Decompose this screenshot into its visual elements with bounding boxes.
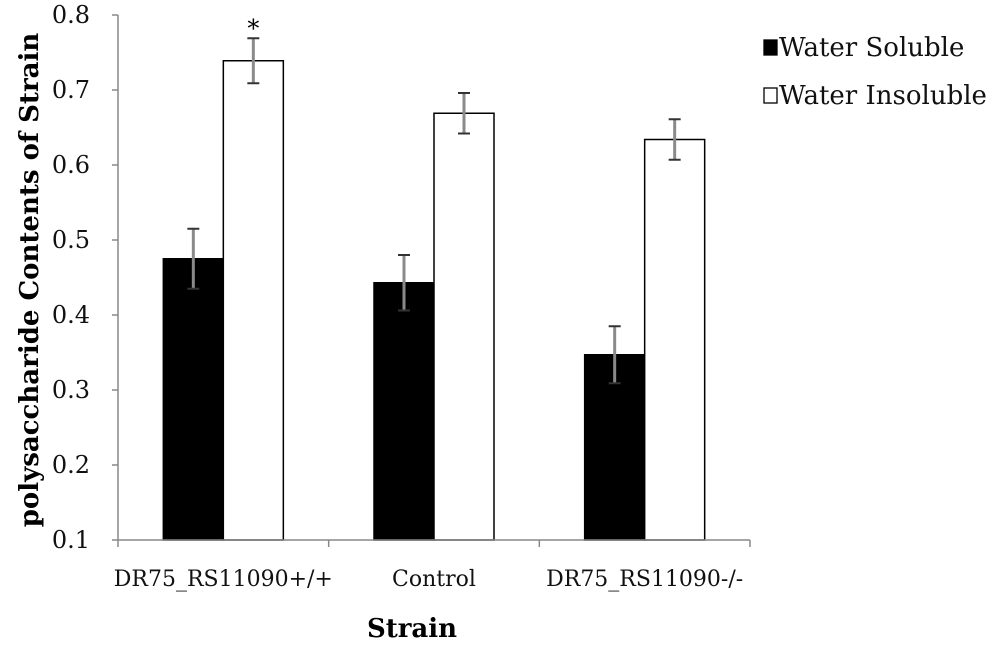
y-axis-title: polysaccharide Contents of Strain (15, 33, 45, 528)
bar (373, 282, 435, 541)
bars (162, 60, 706, 541)
bar (222, 60, 285, 541)
legend-swatch (763, 39, 778, 56)
x-tick-label: Control (392, 567, 476, 592)
bar (433, 112, 495, 541)
legend-label: Water Soluble (779, 33, 964, 63)
legend-label: Water Insoluble (779, 81, 987, 111)
y-tick-label: 0.2 (52, 451, 90, 479)
y-tick-label: 0.1 (52, 526, 90, 554)
legend-swatch (763, 87, 778, 104)
bar (643, 138, 706, 541)
error-bars: * (187, 14, 681, 385)
y-tick-label: 0.6 (52, 151, 90, 179)
x-axis: DR75_RS11090+/+ Control DR75_RS11090-/- (114, 539, 751, 592)
y-tick-label: 0.8 (52, 1, 90, 29)
x-axis-title: Strain (367, 614, 457, 644)
y-tick-label: 0.4 (52, 301, 90, 329)
significance-marker: * (247, 14, 259, 42)
x-tick-label: DR75_RS11090+/+ (114, 567, 333, 592)
x-tick-label: DR75_RS11090-/- (546, 567, 743, 592)
y-tick-label: 0.3 (52, 376, 90, 404)
y-tick-label: 0.7 (52, 76, 90, 104)
legend: Water Soluble Water Insoluble (763, 33, 987, 111)
bar (162, 258, 225, 541)
y-tick-label: 0.5 (52, 226, 90, 254)
y-axis: 0.1 0.2 0.3 0.4 0.5 0.6 0.7 0.8 (52, 1, 119, 554)
